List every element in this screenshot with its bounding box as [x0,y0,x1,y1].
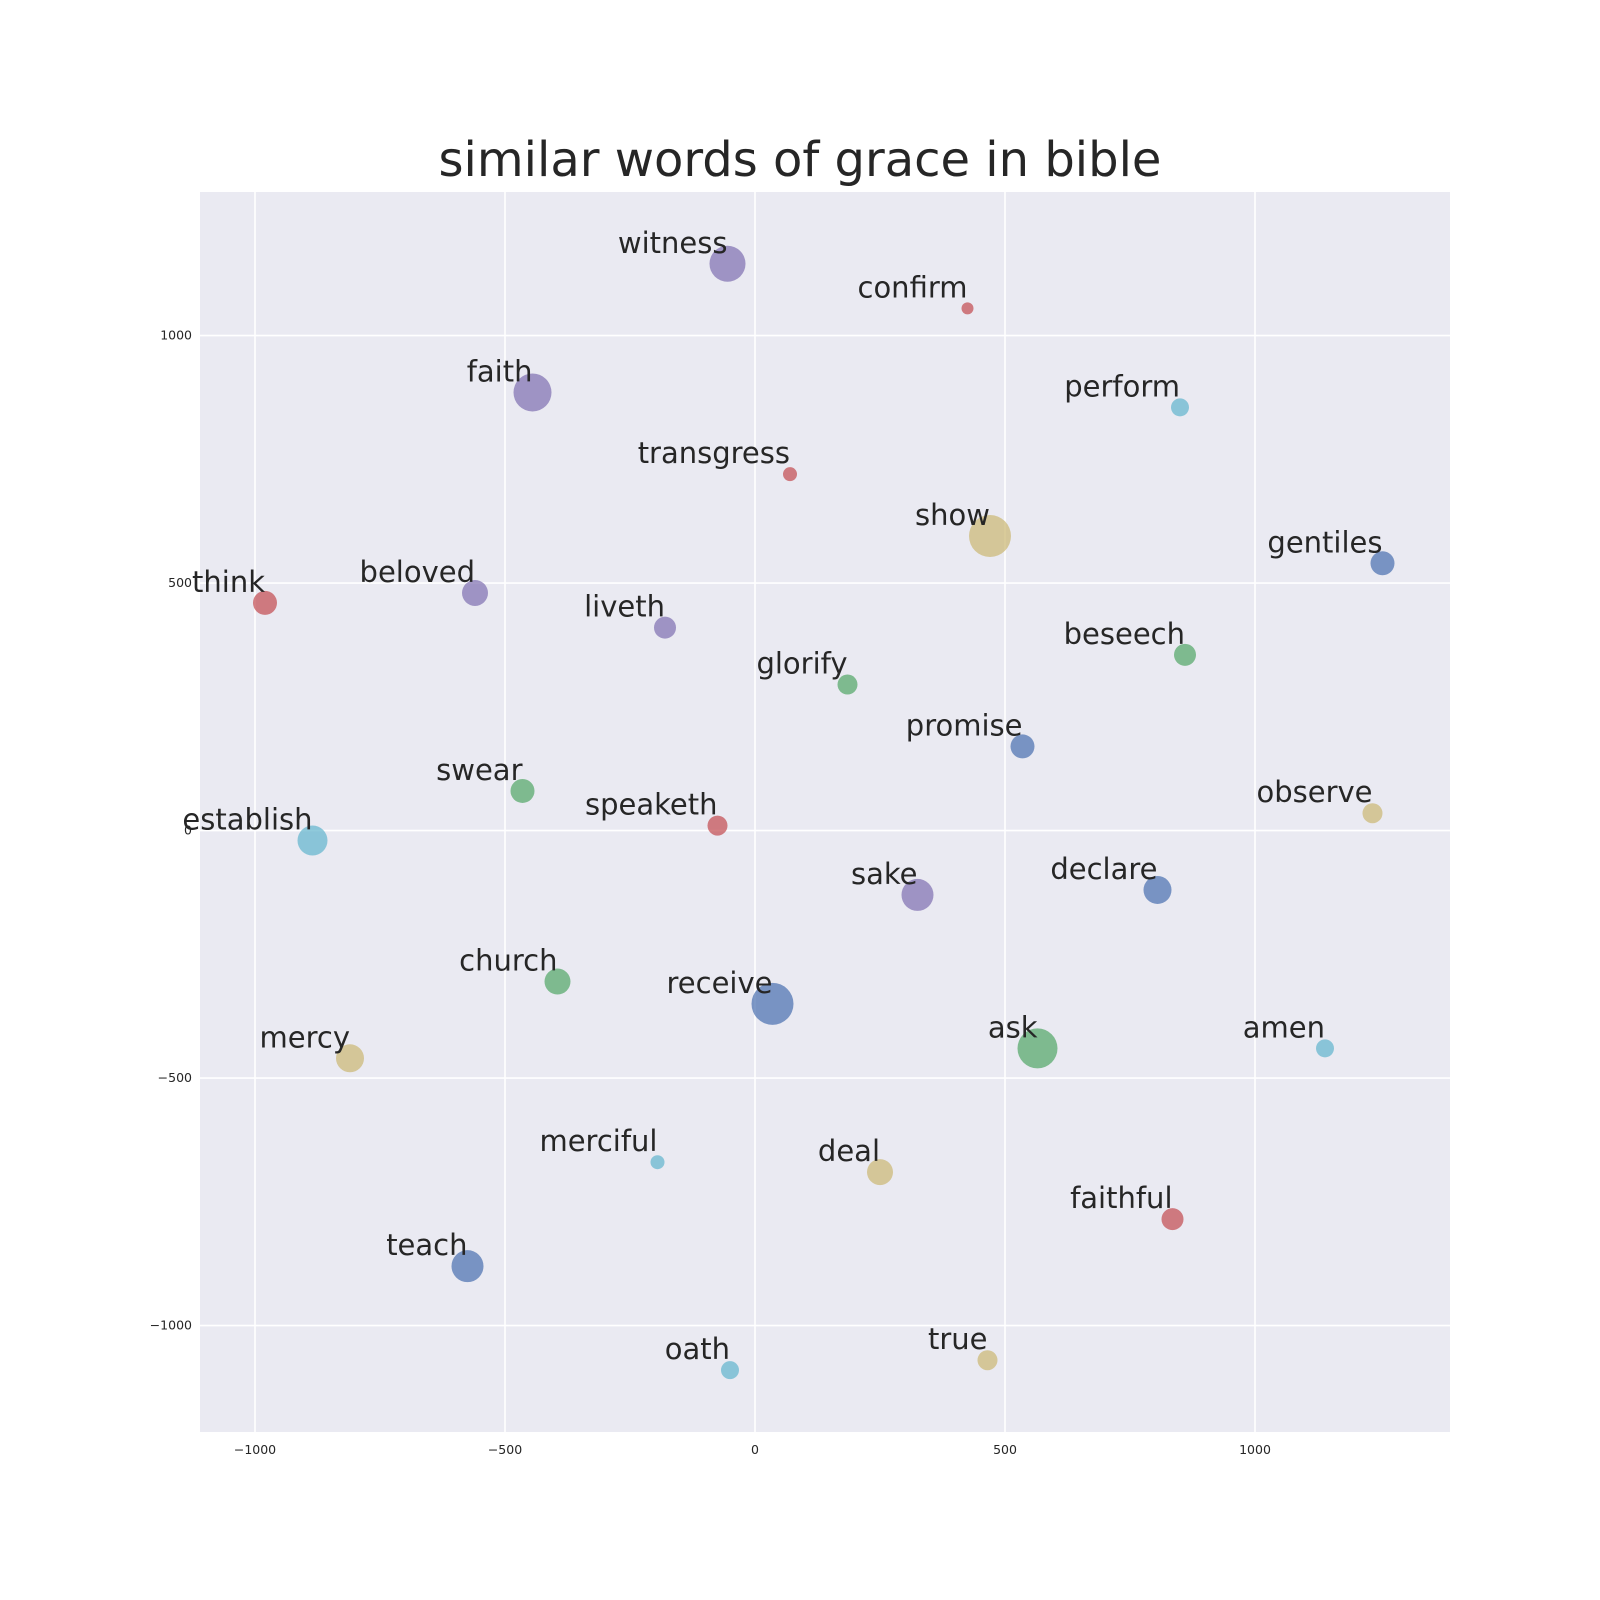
data-point-church [544,968,571,995]
data-label-establish: establish [182,802,312,836]
data-label-sake: sake [851,857,917,891]
data-point-true [977,1350,998,1371]
data-label-mercy: mercy [260,1020,350,1054]
data-label-church: church [459,944,557,978]
data-point-show [969,515,1011,558]
data-label-witness: witness [618,226,728,260]
grid-lines [200,192,1450,1432]
data-points [253,245,1395,1380]
data-point-speaketh [707,815,728,836]
data-labels: witness confirm faith perform transgress show… [182,226,1382,1366]
data-point-transgress [783,467,797,482]
chart-title: similar words of grace in bible [438,132,1162,188]
data-label-swear: swear [436,753,522,787]
x-axis-ticks: −1000 −500 0 500 1000 [234,1442,1271,1457]
data-point-mercy [336,1044,364,1073]
data-point-beseech [1174,643,1196,666]
data-label-faith: faith [467,354,533,388]
x-tick-label: 1000 [1239,1442,1271,1457]
data-point-glorify [837,674,858,695]
data-label-beloved: beloved [360,555,475,589]
data-point-amen [1316,1039,1334,1058]
data-label-perform: perform [1064,369,1180,403]
data-point-gentiles [1370,551,1395,576]
y-tick-label: 0 [184,823,192,838]
data-label-merciful: merciful [539,1124,657,1158]
data-label-teach: teach [386,1228,467,1262]
data-point-faithful [1161,1208,1184,1231]
data-point-think [253,590,277,615]
data-point-faith [513,373,552,412]
data-label-liveth: liveth [584,590,665,624]
data-point-beloved [462,579,488,606]
y-tick-label: −1000 [150,1318,192,1333]
data-label-oath: oath [665,1332,730,1366]
data-label-speaketh: speaketh [585,788,717,822]
x-tick-label: −1000 [234,1442,276,1457]
data-point-receive [751,982,794,1025]
data-label-think: think [192,565,265,599]
data-point-perform [1171,398,1189,417]
data-point-teach [451,1250,484,1283]
data-label-faithful: faithful [1070,1181,1172,1215]
data-label-deal: deal [818,1134,880,1168]
x-tick-label: 500 [993,1442,1017,1457]
data-label-declare: declare [1050,852,1157,886]
x-tick-label: 0 [751,1442,759,1457]
data-label-observe: observe [1256,775,1372,809]
data-label-glorify: glorify [756,647,847,681]
data-point-ask [1017,1028,1058,1069]
data-point-liveth [654,616,676,639]
y-tick-label: 500 [168,575,192,590]
data-label-receive: receive [667,966,773,1000]
data-point-merciful [650,1155,665,1170]
data-point-establish [297,825,328,856]
data-label-gentiles: gentiles [1267,525,1382,559]
data-label-show: show [915,498,990,532]
data-label-confirm: confirm [858,270,968,304]
data-point-deal [867,1159,893,1186]
data-point-sake [901,878,934,911]
x-tick-label: −500 [488,1442,522,1457]
data-point-promise [1010,734,1035,759]
y-axis-ticks: −1000 −500 0 500 1000 [150,328,192,1333]
plot-area [200,192,1450,1432]
data-point-oath [721,1361,739,1380]
data-label-promise: promise [906,708,1023,742]
y-tick-label: 1000 [160,328,192,343]
data-label-ask: ask [988,1010,1038,1044]
y-tick-label: −500 [158,1070,192,1085]
data-point-swear [510,778,535,803]
data-point-confirm [961,302,974,315]
data-point-witness [709,245,746,282]
data-label-true: true [928,1322,988,1356]
data-point-declare [1143,875,1172,904]
data-point-observe [1362,803,1383,824]
data-label-beseech: beseech [1064,617,1185,651]
data-label-transgress: transgress [638,436,790,470]
data-label-amen: amen [1243,1010,1325,1044]
